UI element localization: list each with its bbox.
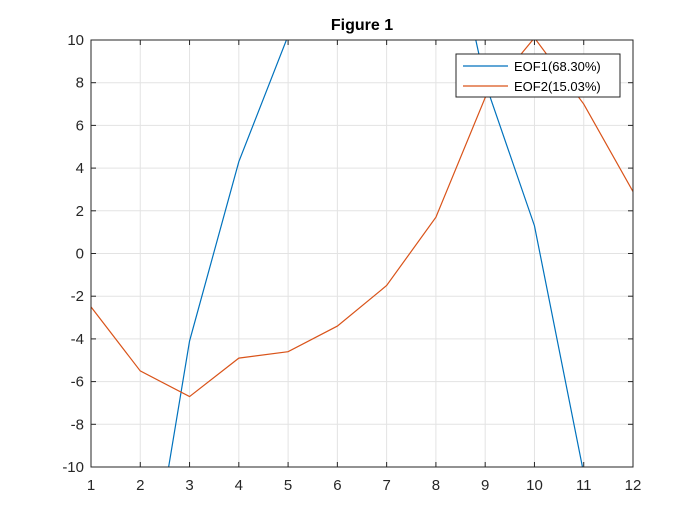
series-line-eof2 xyxy=(91,40,633,398)
y-tick-labels: -10 -8 -6 -4 -2 0 2 4 6 8 10 xyxy=(62,32,84,476)
y-tick-label: -4 xyxy=(71,331,84,348)
x-tick-label: 12 xyxy=(625,477,642,494)
legend: EOF1(68.30%) EOF2(15.03%) xyxy=(455,53,621,98)
plot-area xyxy=(90,39,634,468)
x-tick-labels: 1 2 3 4 5 6 7 8 9 10 11 12 xyxy=(87,477,642,494)
x-tick-label: 2 xyxy=(136,477,144,494)
y-tick-label: 0 xyxy=(76,246,84,263)
y-tick-label: 6 xyxy=(76,117,84,134)
y-tick-label: -6 xyxy=(71,374,84,391)
x-tick-label: 4 xyxy=(235,477,243,494)
y-tick-label: -10 xyxy=(62,459,84,476)
x-tick-label: 9 xyxy=(481,477,489,494)
legend-label-eof1: EOF1(68.30%) xyxy=(514,59,601,74)
y-tick-label: 4 xyxy=(76,160,84,177)
x-tick-label: 10 xyxy=(526,477,543,494)
x-tick-label: 6 xyxy=(333,477,341,494)
x-tick-label: 7 xyxy=(382,477,390,494)
series-line-eof1 xyxy=(168,40,584,467)
x-tick-label: 11 xyxy=(576,477,592,494)
x-tick-label: 1 xyxy=(87,477,95,494)
x-tick-label: 8 xyxy=(432,477,440,494)
legend-box xyxy=(455,53,621,98)
y-tick-label: 10 xyxy=(67,32,84,49)
y-tick-label: 8 xyxy=(76,75,84,92)
chart-title: Figure 1 xyxy=(331,17,393,34)
axis-ticks xyxy=(90,39,634,468)
y-tick-label: 2 xyxy=(76,203,84,220)
y-tick-label: -8 xyxy=(71,416,84,433)
legend-label-eof2: EOF2(15.03%) xyxy=(514,79,601,94)
x-tick-label: 3 xyxy=(185,477,193,494)
y-tick-label: -2 xyxy=(71,288,84,305)
series-group xyxy=(91,40,633,467)
x-tick-label: 5 xyxy=(284,477,292,494)
